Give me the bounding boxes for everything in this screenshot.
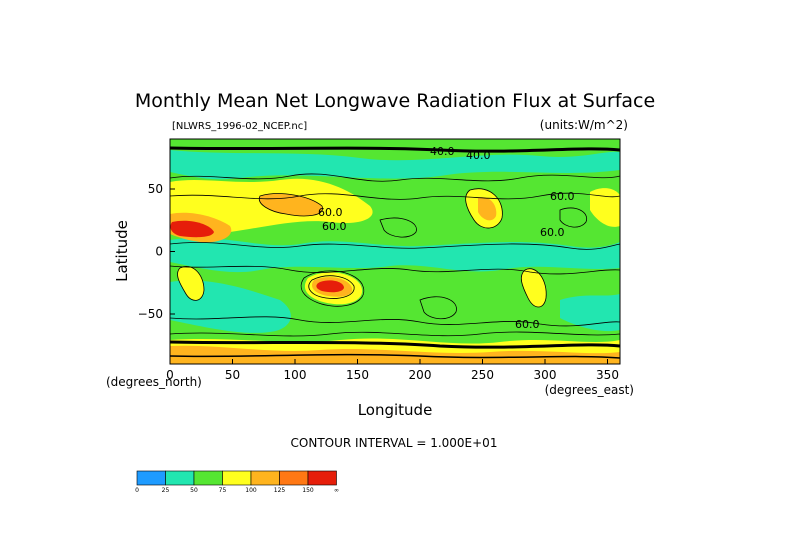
y-tick-label: −50: [138, 307, 163, 321]
contour-label: 60.0: [550, 190, 575, 203]
colorbar-swatch: [136, 470, 166, 486]
x-tick-label: 250: [471, 368, 494, 382]
field-higher-region: [478, 197, 497, 221]
y-tick-label: 0: [155, 245, 163, 259]
colorbar-swatch: [165, 470, 195, 486]
x-tick-label: 350: [596, 368, 619, 382]
x-tick-label: 200: [409, 368, 432, 382]
colorbar-label: 150: [302, 487, 314, 494]
x-tick-label: 100: [284, 368, 307, 382]
colorbar-label: 0: [135, 487, 139, 494]
contour-band: [170, 340, 620, 349]
colorbar-swatch: [193, 470, 223, 486]
colorbar-label: 125: [274, 487, 286, 494]
colorbar-swatch: [279, 470, 309, 486]
colorbar-label: 50: [190, 487, 198, 494]
contour-band: [170, 353, 620, 359]
colorbar: 0 25 50 75 100 125 150 ∞: [135, 470, 339, 494]
colorbar-swatch: [307, 470, 337, 486]
y-axis-label: Latitude: [113, 220, 131, 282]
x-tick-label: 0: [166, 368, 174, 382]
file-label: [NLWRS_1996-02_NCEP.nc]: [172, 121, 307, 132]
colorbar-label: 75: [219, 487, 227, 494]
colorbar-label: ∞: [334, 487, 339, 494]
contour-label: 60.0: [540, 226, 565, 239]
y-unit-label: (degrees_north): [106, 375, 202, 389]
x-tick-label: 150: [346, 368, 369, 382]
colorbar-label: 100: [245, 487, 257, 494]
chart-title: Monthly Mean Net Longwave Radiation Flux…: [135, 90, 655, 112]
x-axis-label: Longitude: [358, 401, 433, 419]
contour-lines: [170, 173, 620, 337]
field-higher-region: [259, 193, 323, 216]
heatmap-field: [170, 139, 620, 364]
x-unit-label: (degrees_east): [545, 383, 634, 397]
contour-label: 40.0: [430, 145, 455, 158]
y-axis: 50 0 −50: [138, 182, 175, 321]
field-high-region: [177, 266, 204, 301]
field-low-region: [170, 237, 620, 273]
y-tick-label: 50: [148, 182, 163, 196]
contour-label: 40.0: [466, 149, 491, 162]
field-low-region: [560, 294, 620, 332]
units-label: (units:W/m^2): [540, 118, 628, 132]
field-highest-region: [316, 280, 344, 293]
colorbar-swatch: [250, 470, 280, 486]
field-high-region: [590, 188, 620, 227]
contour-band: [170, 146, 620, 153]
x-tick-label: 300: [534, 368, 557, 382]
x-tick-label: 50: [225, 368, 240, 382]
contour-label: 60.0: [322, 220, 347, 233]
contour-label: 60.0: [515, 318, 540, 331]
x-axis: 0 50 100 150 200 250 300 350: [166, 359, 619, 382]
colorbar-swatch: [222, 470, 252, 486]
contour-label: 60.0: [318, 206, 343, 219]
field-highest-region: [170, 220, 214, 238]
field-low-region: [170, 150, 620, 180]
colorbar-label: 25: [162, 487, 170, 494]
contour-labels: 40.0 40.0 60.0 60.0 60.0 60.0 60.0: [318, 145, 575, 331]
contour-interval-text: CONTOUR INTERVAL = 1.000E+01: [291, 436, 498, 450]
field-high-region: [521, 268, 547, 307]
